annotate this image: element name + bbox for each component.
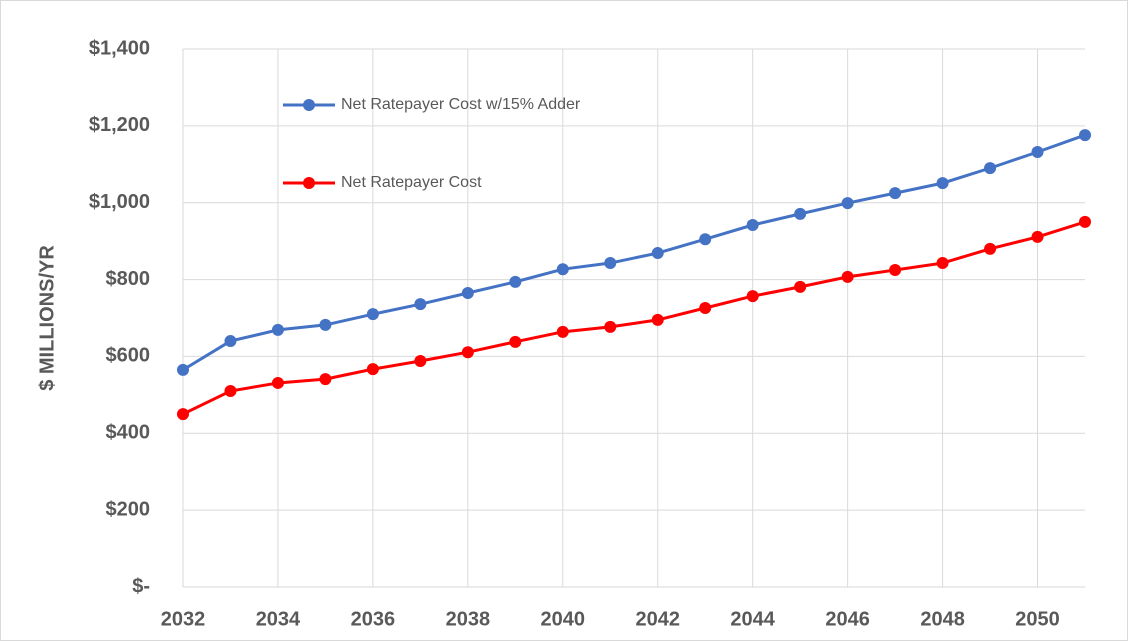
data-point [1031,145,1044,158]
data-point [556,263,569,276]
data-point [319,373,332,386]
data-point [889,263,902,276]
data-point [366,363,379,376]
x-tick-label: 2032 [161,608,206,630]
data-point [889,187,902,200]
legend-marker [303,177,315,189]
y-tick-label: $1,000 [89,191,150,213]
data-point [319,318,332,331]
data-point [794,207,807,220]
data-point [841,197,854,210]
y-tick-label: $1,200 [89,114,150,136]
data-point [461,346,474,359]
data-point [509,335,522,348]
y-tick-label: $- [132,575,150,597]
data-point [841,270,854,283]
data-point [271,376,284,389]
data-point [177,363,189,376]
data-point [604,257,617,270]
data-point [651,313,664,326]
x-tick-label: 2034 [256,608,301,630]
data-point [936,177,949,190]
data-point [366,308,379,321]
x-tick-label: 2046 [825,608,870,630]
x-tick-label: 2050 [1015,608,1060,630]
data-point [461,287,474,300]
data-point [1079,215,1091,228]
legend-label: Net Ratepayer Cost [341,174,482,191]
data-point [177,408,189,421]
y-tick-label: $200 [106,498,151,520]
y-axis-label: $ MILLIONS/YR [36,245,58,391]
data-point [651,247,664,260]
data-point [746,219,759,232]
data-point [224,385,237,398]
x-tick-label: 2038 [446,608,491,630]
x-tick-label: 2042 [635,608,680,630]
data-point [1031,230,1044,243]
data-point [414,355,427,368]
y-tick-label: $600 [106,345,151,367]
data-point [699,302,712,315]
x-tick-label: 2048 [920,608,965,630]
data-point [509,275,522,288]
y-tick-label: $800 [106,268,151,290]
data-point [699,233,712,246]
data-point [556,325,569,338]
data-point [224,335,237,348]
x-tick-label: 2036 [351,608,396,630]
data-point [936,257,949,270]
data-point [1079,129,1091,142]
y-tick-label: $400 [106,422,151,444]
data-point [414,298,427,311]
data-point [746,290,759,303]
data-point [604,320,617,333]
legend-marker [303,99,315,111]
x-tick-label: 2044 [730,608,775,630]
legend-label: Net Ratepayer Cost w/15% Adder [341,96,581,113]
data-point [984,242,997,255]
data-point [794,280,807,293]
series-line [182,220,1086,416]
series-line [182,133,1086,372]
x-tick-label: 2040 [541,608,586,630]
data-point [984,162,997,175]
data-point [271,323,284,336]
y-tick-label: $1,400 [89,37,150,59]
